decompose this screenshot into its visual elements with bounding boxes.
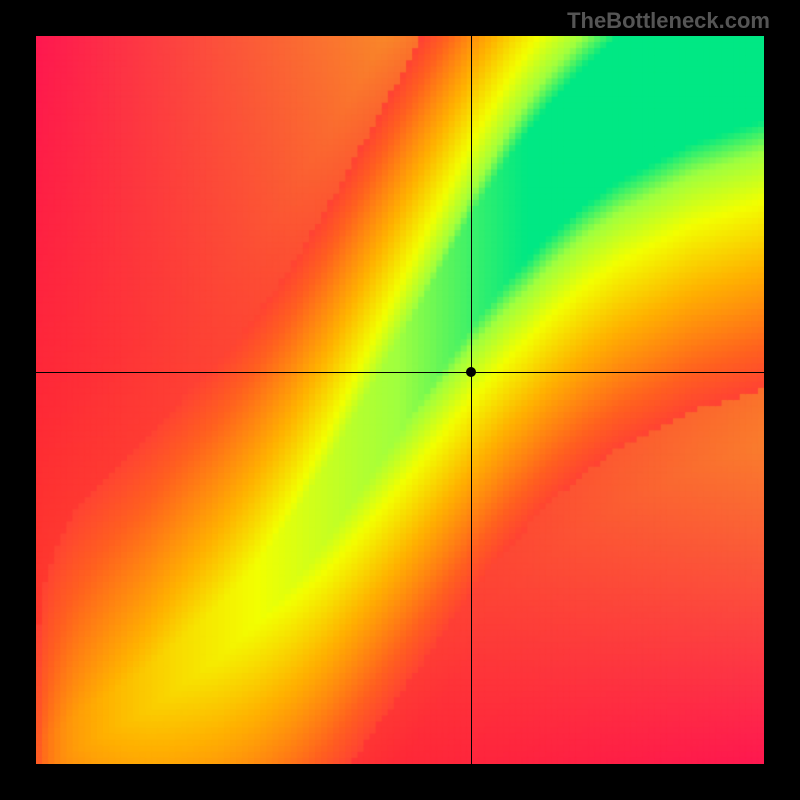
crosshair-vertical	[471, 36, 472, 764]
crosshair-horizontal	[36, 372, 764, 373]
bottleneck-heatmap	[36, 36, 764, 764]
selection-marker[interactable]	[466, 367, 476, 377]
bottleneck-heatmap-container	[36, 36, 764, 764]
watermark-text: TheBottleneck.com	[567, 8, 770, 34]
